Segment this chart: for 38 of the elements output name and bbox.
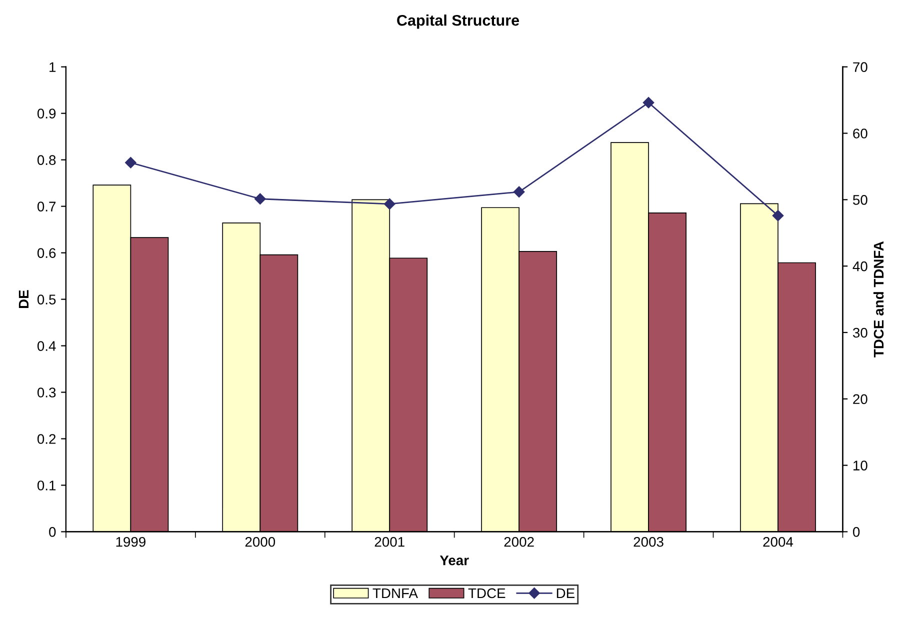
x-tick-label: 2004 <box>763 536 794 547</box>
chart-title: Capital Structure <box>397 14 520 29</box>
legend-label: TDNFA <box>372 588 418 598</box>
y-tick-label: 0.2 <box>37 434 56 444</box>
y2-tick-label: 50 <box>853 195 868 205</box>
x-tick-label: 2003 <box>634 536 664 547</box>
x-tick-label: 2002 <box>504 536 534 547</box>
point <box>125 157 136 168</box>
y-tick-label: 0.8 <box>37 155 56 165</box>
y2-axis-title: TDCE and TDNFA <box>873 241 884 358</box>
y-tick-label: 0.5 <box>37 294 56 304</box>
y2-tick-label: 20 <box>853 394 868 404</box>
x-tick-label: 2001 <box>374 536 404 547</box>
y2-tick-label: 0 <box>852 527 860 537</box>
y-axis-title: DE <box>18 290 28 308</box>
x-axis-title: Year <box>440 556 469 566</box>
point <box>513 186 525 198</box>
x-tick-label: 1999 <box>116 536 146 547</box>
y-tick-label: 0.4 <box>37 341 56 351</box>
legend-label: DE <box>556 588 574 598</box>
legend-label: TDCE <box>468 588 506 598</box>
y2-tick-label: 60 <box>853 128 868 138</box>
y-tick-label: 0 <box>49 527 56 537</box>
y-tick-label: 0.7 <box>37 202 56 212</box>
point <box>384 198 396 210</box>
y-tick-label: 0.9 <box>37 108 56 119</box>
point <box>642 97 654 108</box>
y2-tick-label: 10 <box>854 460 868 470</box>
point <box>254 193 266 204</box>
y2-tick-label: 70 <box>853 62 868 72</box>
y2-tick-label: 30 <box>852 328 868 338</box>
y-tick-label: 0.1 <box>37 480 56 490</box>
y-tick-label: 0.3 <box>37 388 56 398</box>
y2-tick-label: 40 <box>852 261 868 272</box>
y-tick-label: 1 <box>50 62 56 72</box>
point <box>772 210 784 222</box>
y-tick-label: 0.6 <box>37 248 56 258</box>
x-tick-label: 2000 <box>245 536 276 547</box>
